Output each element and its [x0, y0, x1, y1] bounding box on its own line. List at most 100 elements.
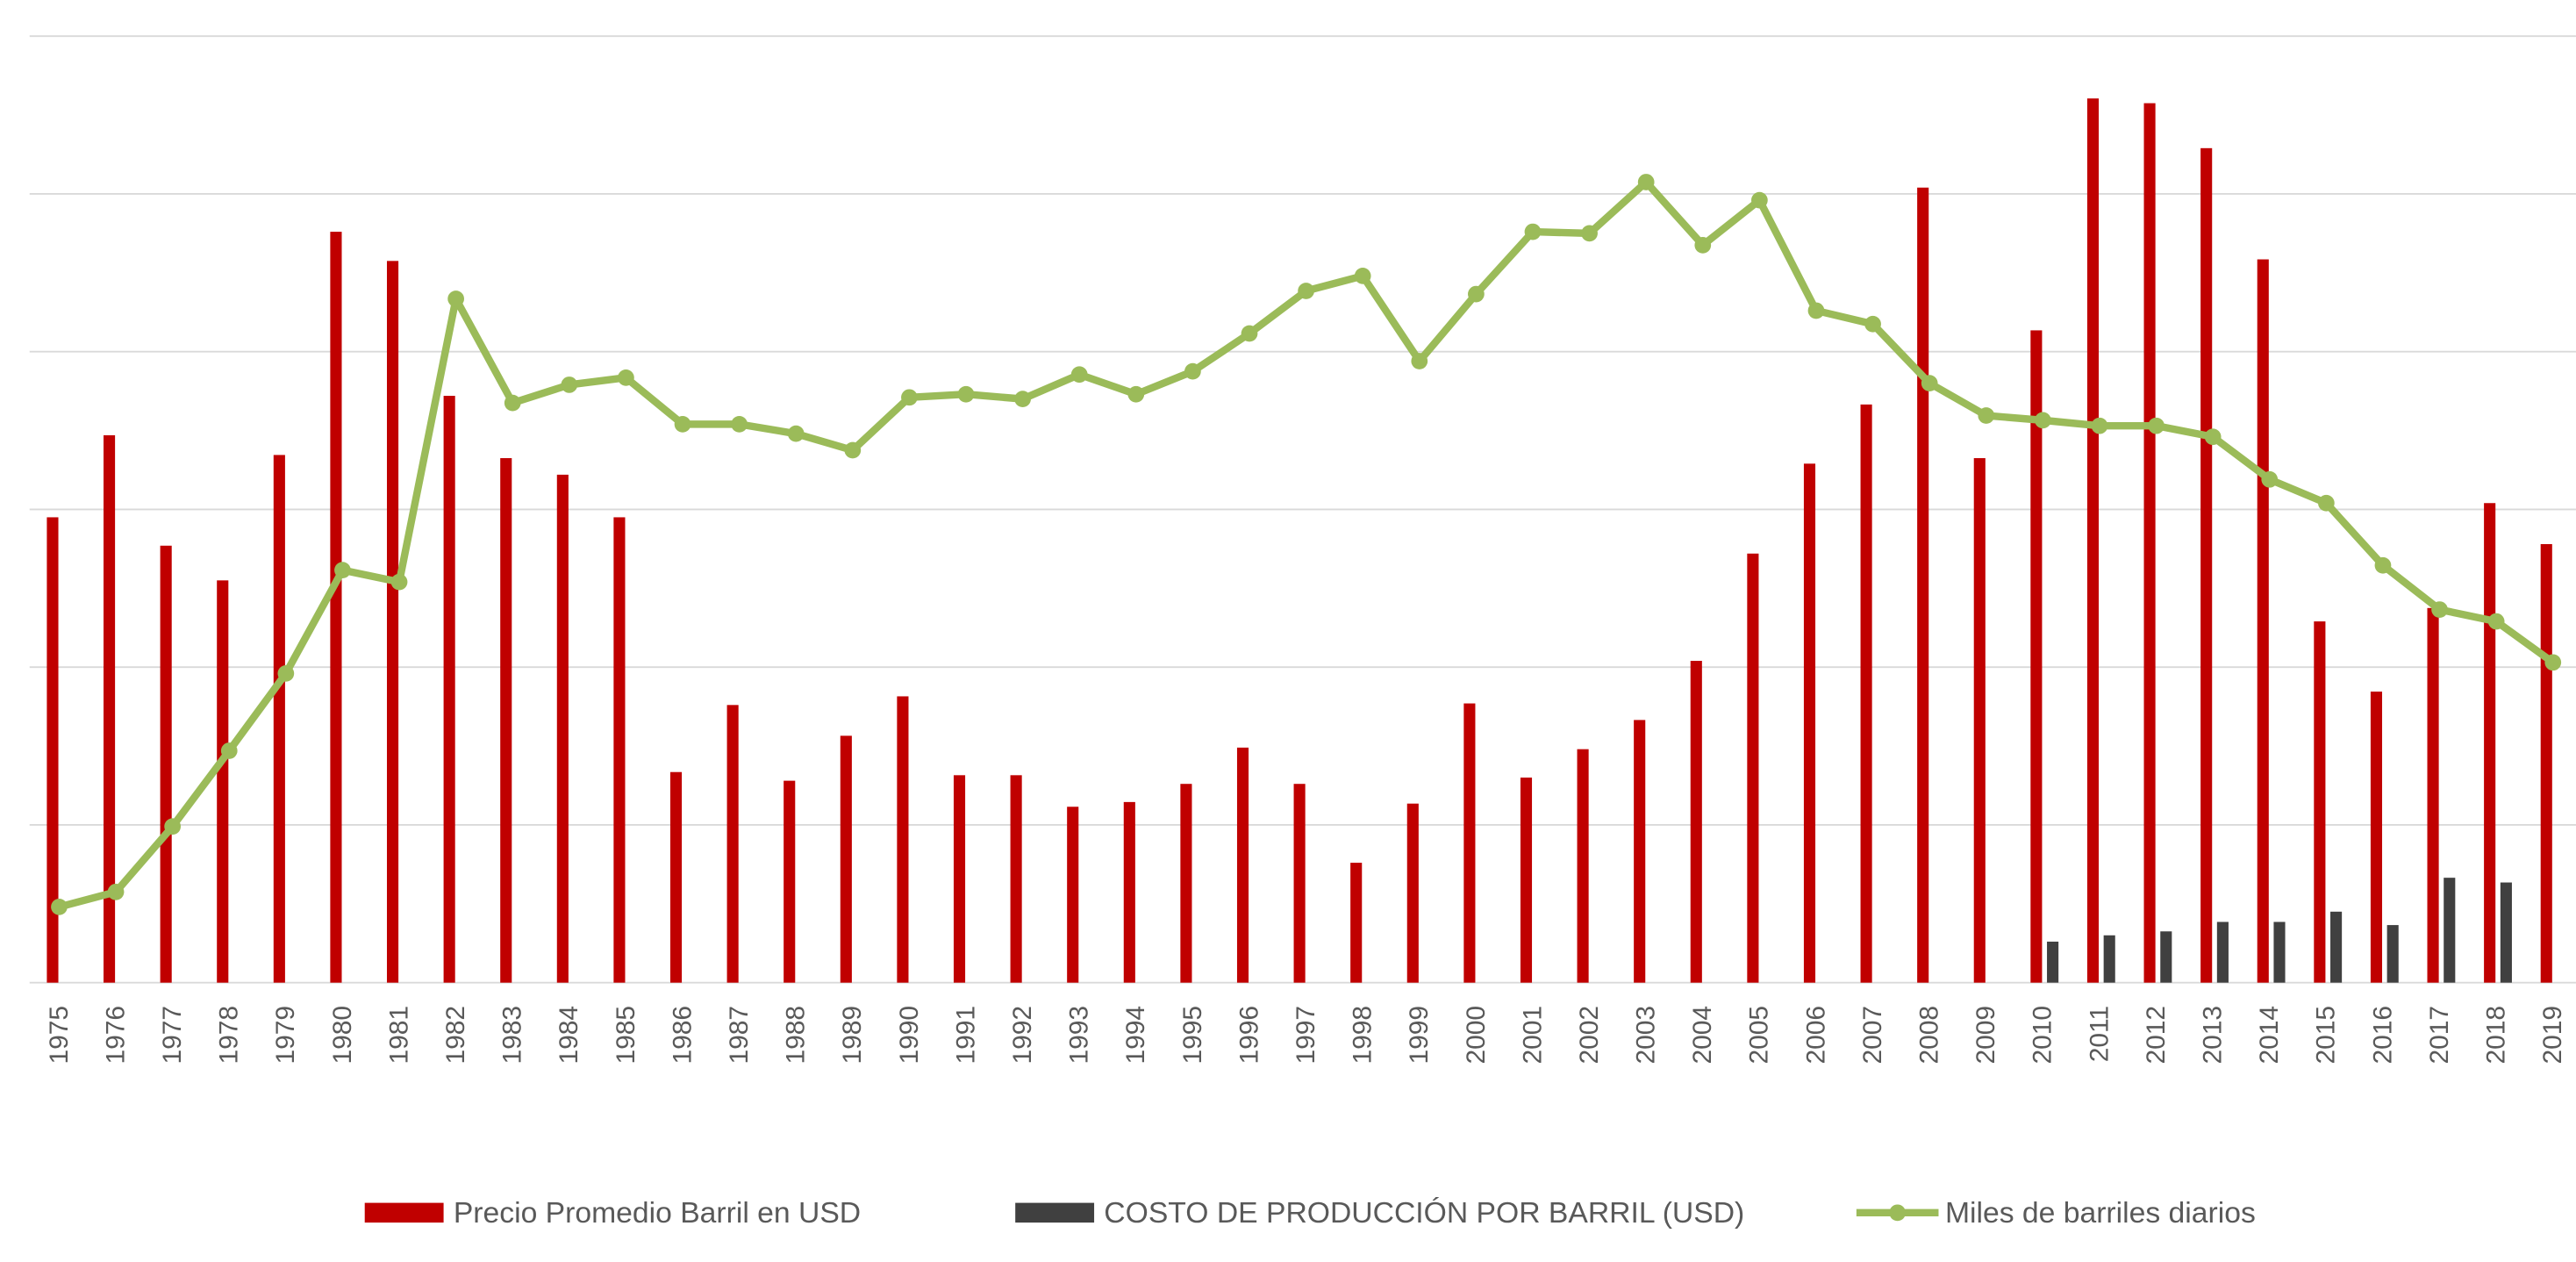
- line-marker: [1411, 353, 1428, 369]
- bar: [2086, 98, 2100, 983]
- bar: [2500, 882, 2512, 983]
- line-marker: [107, 883, 125, 900]
- x-tick-label: 1977: [158, 1006, 187, 1065]
- bar: [1010, 775, 1022, 983]
- x-tick-label: 2016: [2368, 1006, 2397, 1065]
- bar: [2200, 147, 2213, 983]
- line-marker: [787, 425, 805, 442]
- bar: [2330, 911, 2343, 983]
- x-tick-label: 2012: [2142, 1006, 2171, 1065]
- bar: [1123, 801, 1135, 983]
- bar: [1917, 187, 1929, 983]
- x-tick-label: 2002: [1575, 1006, 1604, 1065]
- bar: [2314, 621, 2326, 983]
- x-tick-label: 2018: [2482, 1006, 2511, 1065]
- line-marker: [51, 899, 68, 915]
- bar: [1860, 404, 1872, 983]
- x-tick-label: 1992: [1008, 1006, 1037, 1065]
- bar: [1180, 784, 1192, 983]
- bar: [2540, 543, 2552, 983]
- x-tick-label: 1995: [1178, 1006, 1207, 1065]
- x-tick-label: 1980: [328, 1006, 357, 1065]
- line-marker: [731, 416, 748, 433]
- line-marker: [1354, 268, 1371, 284]
- bar: [2047, 941, 2059, 983]
- bar: [2444, 878, 2456, 983]
- line-marker: [2035, 412, 2051, 429]
- line-marker: [2431, 601, 2448, 618]
- line-marker: [844, 441, 862, 459]
- x-tick-label: 1989: [838, 1006, 867, 1065]
- bar: [1803, 463, 1816, 983]
- x-tick-label: 2008: [1915, 1006, 1944, 1065]
- line-marker: [1864, 315, 1881, 333]
- bar: [1973, 458, 1986, 983]
- x-tick-label: 1981: [384, 1006, 413, 1065]
- bar: [2143, 103, 2156, 983]
- x-tick-label: 2004: [1688, 1006, 1717, 1065]
- bar: [443, 396, 455, 983]
- bar: [2103, 935, 2115, 983]
- line-marker: [2204, 428, 2222, 446]
- bar: [1406, 803, 1419, 983]
- bar: [330, 232, 342, 983]
- line-marker: [2487, 613, 2505, 630]
- line-marker: [2374, 556, 2392, 574]
- bar: [840, 735, 852, 983]
- line-marker: [561, 376, 578, 393]
- bar: [104, 434, 116, 983]
- line-marker: [1637, 174, 1655, 190]
- x-tick-label: 2019: [2538, 1006, 2567, 1065]
- x-tick-label: 2001: [1518, 1006, 1547, 1065]
- bar: [1350, 863, 1363, 983]
- bar: [2370, 692, 2383, 983]
- x-tick-label: 1993: [1065, 1006, 1094, 1065]
- bar: [273, 455, 285, 983]
- bar: [1236, 747, 1249, 983]
- x-tick-label: 1983: [498, 1006, 527, 1065]
- x-tick-label: 2017: [2425, 1006, 2454, 1065]
- bar: [386, 261, 399, 983]
- x-tick-label: 2014: [2255, 1006, 2284, 1065]
- line-marker: [334, 562, 351, 579]
- x-tick-label: 1985: [612, 1006, 640, 1065]
- bar: [1634, 720, 1646, 983]
- line-marker: [1014, 391, 1031, 407]
- bar: [669, 771, 683, 983]
- x-tick-label: 2011: [2085, 1006, 2114, 1062]
- line-marker: [1751, 191, 1768, 209]
- x-tick-label: 2005: [1745, 1006, 1774, 1065]
- bar: [500, 458, 512, 983]
- x-tick-label: 1996: [1234, 1006, 1263, 1065]
- line-marker: [1468, 285, 1485, 303]
- line-marker: [1070, 366, 1088, 384]
- x-tick-label: 1997: [1292, 1006, 1320, 1065]
- bar: [47, 517, 59, 983]
- bar: [1293, 784, 1306, 983]
- line-marker: [618, 369, 634, 386]
- line-marker: [1524, 223, 1542, 240]
- x-tick-label: 2007: [1858, 1006, 1887, 1065]
- bar: [217, 580, 229, 983]
- line-marker: [1127, 385, 1145, 403]
- bar: [2216, 921, 2229, 983]
- line-marker: [220, 742, 238, 759]
- x-tick-label: 1986: [668, 1006, 697, 1065]
- legend-swatch: [364, 1202, 444, 1223]
- line-marker: [504, 394, 521, 412]
- x-tick-label: 1999: [1405, 1006, 1434, 1065]
- line-marker: [2148, 417, 2165, 434]
- x-tick-label: 1979: [271, 1006, 300, 1065]
- line-marker: [277, 665, 295, 682]
- x-tick-label: 1975: [45, 1006, 74, 1065]
- bar: [2484, 503, 2496, 983]
- x-tick-label: 1991: [951, 1006, 980, 1065]
- bar: [2427, 607, 2439, 983]
- x-tick-label: 1990: [895, 1006, 924, 1065]
- bar: [726, 705, 739, 983]
- line-marker: [1978, 407, 1995, 424]
- x-tick-label: 1987: [725, 1006, 754, 1065]
- x-tick-label: 2000: [1462, 1006, 1491, 1065]
